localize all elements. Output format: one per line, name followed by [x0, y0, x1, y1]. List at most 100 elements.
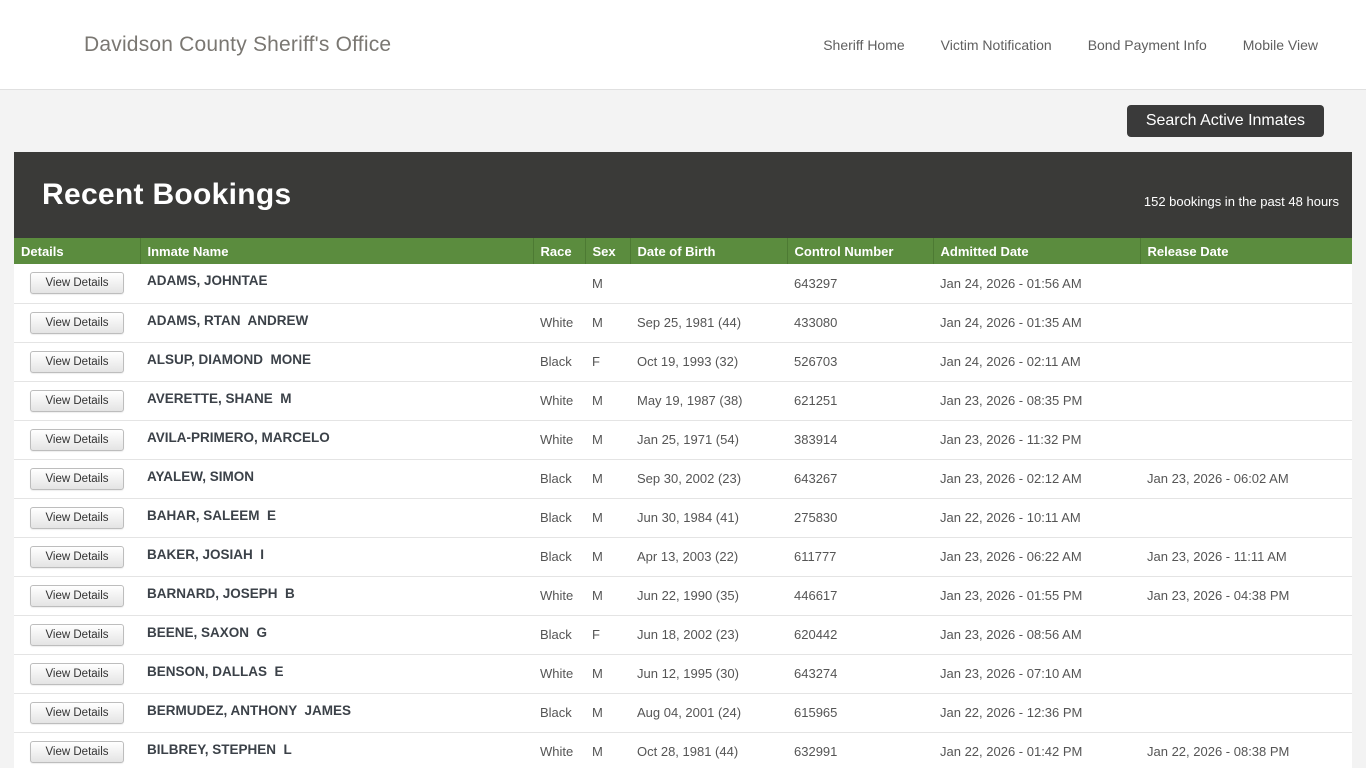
cell-control: 621251 — [787, 381, 933, 421]
search-active-inmates-button[interactable]: Search Active Inmates — [1126, 105, 1324, 137]
cell-dob: Apr 13, 2003 (22) — [630, 537, 787, 577]
view-details-button[interactable]: View Details — [30, 662, 124, 685]
cell-admitted: Jan 22, 2026 - 12:36 PM — [933, 693, 1140, 733]
nav-link-bond-payment-info[interactable]: Bond Payment Info — [1087, 36, 1207, 53]
table-header-row: Details Inmate Name Race Sex Date of Birth Co… — [14, 238, 1352, 264]
view-details-button[interactable]: View Details — [30, 740, 124, 763]
column-header-admitted-date: Admitted Date — [933, 238, 1141, 264]
cell-race: Black — [533, 498, 585, 538]
table-row: View Details ADAMS, JOHNTAE M 643297 Jan 24,… — [14, 264, 1352, 304]
cell-admitted: Jan 23, 2026 - 08:35 PM — [933, 381, 1140, 421]
cell-details: View Details — [14, 498, 140, 538]
column-header-control-number: Control Number — [787, 238, 934, 264]
cell-race: White — [533, 420, 585, 460]
table-row: View Details BAKER, JOSIAH I Black M Apr 13,… — [14, 537, 1352, 577]
page-title: Recent Bookings — [42, 178, 292, 211]
cell-race: White — [533, 654, 585, 694]
cell-sex: M — [585, 576, 630, 616]
cell-details: View Details — [14, 693, 140, 733]
cell-name: BAKER, JOSIAH I — [140, 537, 533, 577]
cell-control: 632991 — [787, 732, 933, 768]
cell-race: Black — [533, 342, 585, 382]
table-row: View Details AVILA-PRIMERO, MARCELO White M… — [14, 420, 1352, 460]
cell-sex: M — [585, 381, 630, 421]
cell-details: View Details — [14, 420, 140, 460]
view-details-button[interactable]: View Details — [30, 311, 124, 334]
recent-bookings-header: Recent Bookings 152 bookings in the past… — [14, 152, 1352, 238]
view-details-button[interactable]: View Details — [30, 623, 124, 646]
cell-details: View Details — [14, 732, 140, 768]
cell-details: View Details — [14, 615, 140, 655]
nav-link-sheriff-home[interactable]: Sheriff Home — [823, 36, 905, 53]
cell-admitted: Jan 24, 2026 - 02:11 AM — [933, 342, 1140, 382]
cell-control: 643267 — [787, 459, 933, 499]
nav-link-victim-notification[interactable]: Victim Notification — [940, 36, 1052, 53]
view-details-button[interactable]: View Details — [30, 389, 124, 412]
cell-name: AYALEW, SIMON — [140, 459, 533, 499]
cell-dob: Jun 18, 2002 (23) — [630, 615, 787, 655]
cell-race: White — [533, 732, 585, 768]
view-details-button[interactable]: View Details — [30, 272, 124, 295]
cell-control: 275830 — [787, 498, 933, 538]
bookings-table: Details Inmate Name Race Sex Date of Birth Co… — [14, 238, 1352, 768]
view-details-button[interactable]: View Details — [30, 701, 124, 724]
column-header-sex: Sex — [585, 238, 631, 264]
cell-released: Jan 23, 2026 - 04:38 PM — [1140, 576, 1352, 616]
table-row: View Details BENSON, DALLAS E White M Jun 12… — [14, 654, 1352, 694]
table-row: View Details BEENE, SAXON G Black F Jun 18, … — [14, 615, 1352, 655]
cell-dob: Jun 22, 1990 (35) — [630, 576, 787, 616]
cell-released — [1140, 693, 1352, 733]
column-header-inmate-name: Inmate Name — [140, 238, 534, 264]
cell-released: Jan 23, 2026 - 06:02 AM — [1140, 459, 1352, 499]
bookings-table-body: View Details ADAMS, JOHNTAE M 643297 Jan 24,… — [14, 264, 1352, 768]
cell-dob: Jun 30, 1984 (41) — [630, 498, 787, 538]
view-details-button[interactable]: View Details — [30, 428, 124, 451]
cell-name: BENSON, DALLAS E — [140, 654, 533, 694]
cell-released: Jan 22, 2026 - 08:38 PM — [1140, 732, 1352, 768]
cell-admitted: Jan 22, 2026 - 01:42 PM — [933, 732, 1140, 768]
view-details-button[interactable]: View Details — [30, 545, 124, 568]
table-row: View Details BILBREY, STEPHEN L White M Oct … — [14, 732, 1352, 768]
cell-released — [1140, 342, 1352, 382]
recent-bookings-panel: Recent Bookings 152 bookings in the past… — [14, 152, 1352, 768]
cell-race: Black — [533, 459, 585, 499]
cell-sex: M — [585, 498, 630, 538]
cell-sex: M — [585, 420, 630, 460]
cell-released — [1140, 381, 1352, 421]
cell-sex: M — [585, 459, 630, 499]
table-row: View Details ADAMS, RTAN ANDREW White M Sep … — [14, 303, 1352, 343]
cell-name: BERMUDEZ, ANTHONY JAMES — [140, 693, 533, 733]
nav-link-mobile-view[interactable]: Mobile View — [1242, 36, 1318, 53]
cell-name: ADAMS, JOHNTAE — [140, 264, 533, 304]
cell-details: View Details — [14, 264, 140, 304]
cell-admitted: Jan 23, 2026 - 08:56 AM — [933, 615, 1140, 655]
table-row: View Details ALSUP, DIAMOND MONE Black F Oct… — [14, 342, 1352, 382]
column-header-release-date: Release Date — [1140, 238, 1352, 264]
column-header-race: Race — [533, 238, 586, 264]
cell-details: View Details — [14, 303, 140, 343]
cell-released — [1140, 303, 1352, 343]
cell-sex: M — [585, 303, 630, 343]
table-row: View Details AYALEW, SIMON Black M Sep 30, 2… — [14, 459, 1352, 499]
view-details-button[interactable]: View Details — [30, 467, 124, 490]
cell-control: 615965 — [787, 693, 933, 733]
cell-control: 433080 — [787, 303, 933, 343]
cell-name: BARNARD, JOSEPH B — [140, 576, 533, 616]
cell-race: White — [533, 303, 585, 343]
cell-dob — [630, 264, 787, 304]
cell-name: BILBREY, STEPHEN L — [140, 732, 533, 768]
cell-control: 643297 — [787, 264, 933, 304]
table-row: View Details BARNARD, JOSEPH B White M Jun 2… — [14, 576, 1352, 616]
cell-admitted: Jan 24, 2026 - 01:35 AM — [933, 303, 1140, 343]
table-row: View Details BERMUDEZ, ANTHONY JAMES Black… — [14, 693, 1352, 733]
cell-control: 620442 — [787, 615, 933, 655]
cell-dob: Oct 19, 1993 (32) — [630, 342, 787, 382]
cell-dob: Oct 28, 1981 (44) — [630, 732, 787, 768]
cell-name: BEENE, SAXON G — [140, 615, 533, 655]
cell-control: 643274 — [787, 654, 933, 694]
view-details-button[interactable]: View Details — [30, 350, 124, 373]
view-details-button[interactable]: View Details — [30, 584, 124, 607]
view-details-button[interactable]: View Details — [30, 506, 124, 529]
cell-control: 611777 — [787, 537, 933, 577]
cell-sex: M — [585, 654, 630, 694]
